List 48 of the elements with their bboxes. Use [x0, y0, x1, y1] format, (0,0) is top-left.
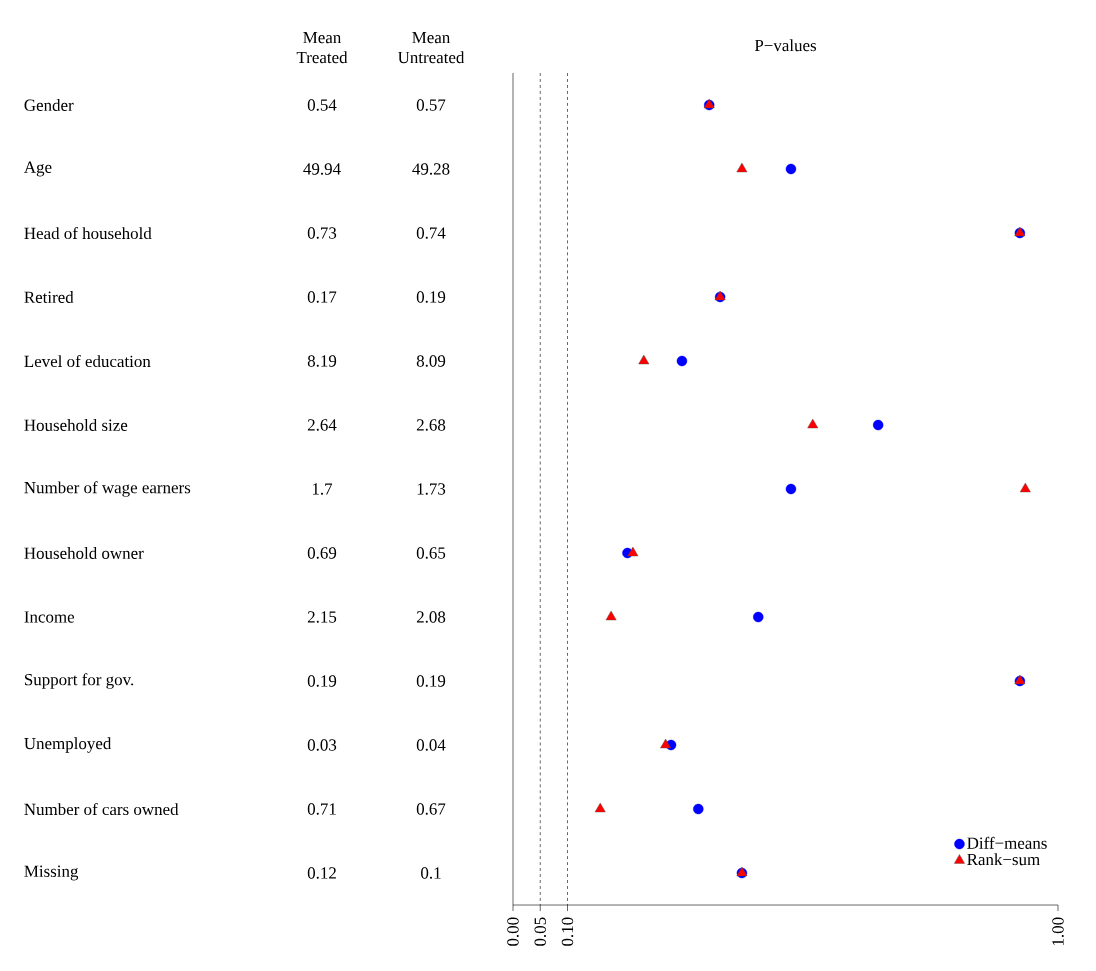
data-label: 1.7 [312, 483, 333, 495]
data-label: 0.19 [307, 675, 337, 687]
x-tick-label: 0.05 [534, 917, 546, 946]
data-label: 0.17 [307, 291, 337, 303]
x-tick-label: 0.00 [507, 917, 519, 946]
y-tick-label: Household owner [24, 547, 144, 559]
y-tick-label: Gender [24, 99, 74, 111]
data-label: 0.71 [307, 803, 336, 815]
data-label: 8.19 [307, 355, 337, 367]
data-label: 0.04 [416, 739, 446, 751]
data-label: 1.73 [417, 483, 446, 495]
data-label: 49.94 [303, 163, 341, 175]
chart-title: P−values [754, 39, 817, 52]
data-label: 49.28 [412, 163, 450, 175]
data-label: 0.57 [416, 99, 446, 111]
data-label: 0.12 [307, 867, 336, 879]
data-label: 0.19 [416, 675, 446, 687]
y-tick-label: Support for gov. [24, 673, 134, 689]
legend-label: Diff−means [967, 836, 1047, 849]
y-tick-label: Retired [24, 291, 74, 303]
data-label: 2.08 [416, 611, 446, 623]
data-label: 8.09 [416, 355, 446, 367]
x-tick-label: Mean Treated [296, 31, 348, 64]
data-label: 0.03 [307, 739, 337, 751]
data-label: 0.65 [416, 547, 446, 559]
data-label: 0.54 [307, 99, 337, 111]
data-label: 2.68 [416, 419, 446, 431]
data-label: 0.19 [416, 291, 446, 303]
legend-label: Rank−sum [967, 853, 1040, 866]
x-tick-label: 0.10 [561, 917, 574, 946]
y-tick-label: Age [24, 161, 52, 177]
y-tick-label: Unemployed [24, 737, 112, 753]
y-tick-label: Head of household [24, 226, 152, 240]
data-label: 0.74 [416, 227, 446, 239]
y-tick-label: Income [24, 611, 75, 623]
data-label: 0.67 [416, 803, 446, 815]
y-tick-label: Missing [24, 865, 79, 881]
x-tick-label: 1.00 [1052, 917, 1064, 946]
y-tick-label: Number of wage earners [24, 481, 191, 497]
data-label: 2.15 [307, 611, 337, 623]
data-label: 2.64 [307, 419, 337, 431]
y-tick-label: Level of education [24, 354, 151, 368]
data-label: 0.73 [307, 227, 337, 239]
x-tick-label: Mean Untreated [397, 31, 465, 64]
data-label: 0.69 [307, 547, 337, 559]
data-label: 0.1 [421, 867, 441, 879]
y-tick-label: Household size [24, 419, 128, 431]
y-tick-label: Number of cars owned [24, 802, 179, 816]
